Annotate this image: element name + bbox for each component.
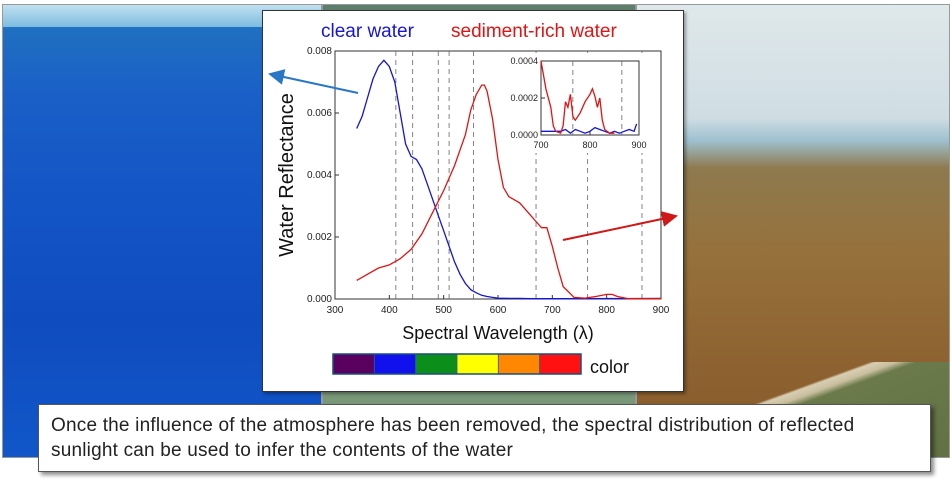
y-axis-label: Water Reflectance [276,93,298,257]
color-bar-segment [539,353,582,375]
color-bar-segment [456,353,499,375]
color-bar-label: color [590,357,629,377]
x-tick-label: 600 [490,305,507,316]
color-bar-segment [497,353,541,375]
sediment-water-line [356,84,661,300]
inset-plot: 700 800 900 0.0000 0.0002 0.0004 [507,53,647,153]
inset-y-tick-label: 0.0000 [510,130,538,140]
color-bar-segment [332,353,375,375]
x-tick-label: 300 [327,305,344,316]
color-bar-segment [373,353,417,375]
x-tick-label: 500 [435,305,452,316]
y-tick-label: 0.006 [307,108,332,119]
caption-box: Once the influence of the atmosphere has… [38,404,931,472]
inset-y-tick-label: 0.0002 [510,93,538,103]
horizon-sky [3,5,321,27]
inset-y-tick-label: 0.0004 [510,56,538,66]
legend-sediment-water: sediment-rich water [451,21,617,42]
y-tick-label: 0.008 [307,46,332,57]
inset-background [507,53,647,153]
color-bar-frame [332,353,582,375]
x-tick-label: 700 [544,305,561,316]
x-tick-label: 800 [598,305,615,316]
main-plot: 300 400 500 600 700 800 900 0.000 0.002 0.004 0.00… [276,46,670,343]
clear-water-line [356,59,662,300]
color-bar [332,353,582,375]
y-tick-label: 0.000 [307,294,332,305]
inset-x-tick-label: 800 [582,140,597,150]
y-tick-label: 0.004 [307,170,332,181]
reflectance-chart: clear water sediment-rich water 300 400 50… [276,21,670,377]
x-tick-label: 400 [381,305,398,316]
color-bar-segment [415,353,458,375]
inset-x-tick-label: 700 [533,140,548,150]
y-tick-label: 0.002 [307,232,332,243]
inset-clear-water-line [541,123,638,135]
legend-clear-water: clear water [321,21,415,42]
inset-sediment-water-line [540,60,615,135]
x-tick-label: 900 [653,305,670,316]
x-axis-label: Spectral Wavelength (λ) [402,323,593,343]
inset-x-tick-label: 900 [631,140,646,150]
reflectance-chart-panel: clear water sediment-rich water 300 400 50… [262,10,684,392]
caption-text: Once the influence of the atmosphere has… [51,415,855,461]
